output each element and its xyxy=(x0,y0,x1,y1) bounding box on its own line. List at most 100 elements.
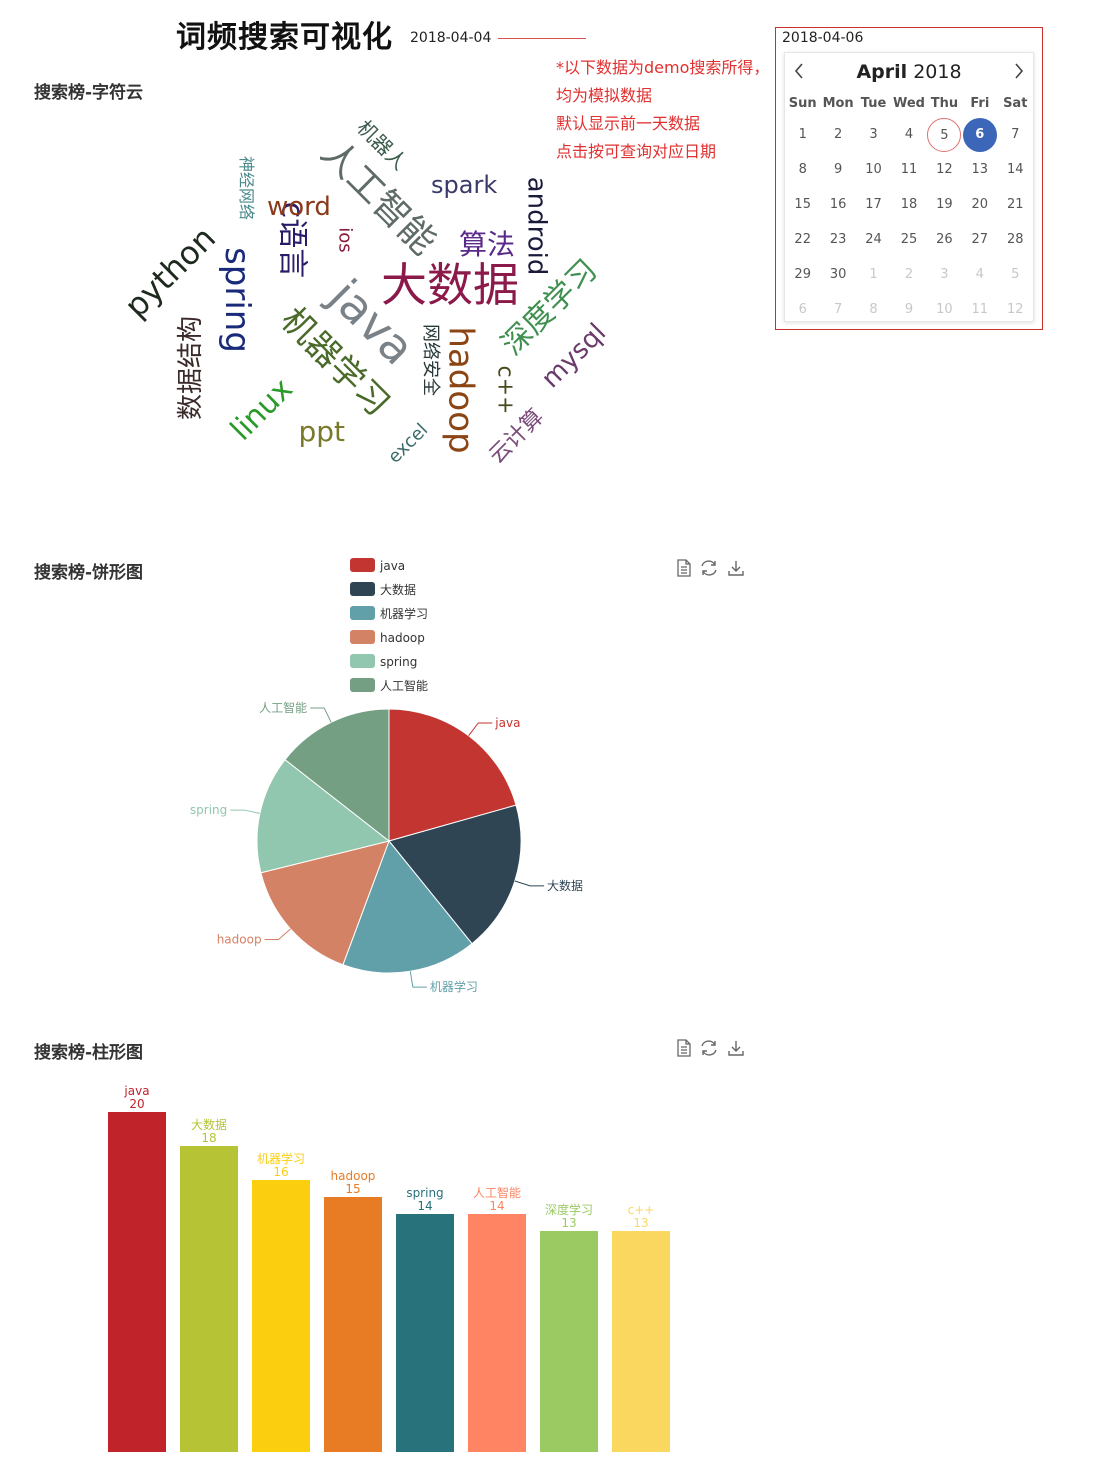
word-cloud-term: 网络安全 xyxy=(420,324,441,396)
calendar-day[interactable]: 28 xyxy=(998,222,1033,257)
calendar-day[interactable]: 2 xyxy=(891,257,926,292)
calendar-day[interactable]: 11 xyxy=(962,292,997,327)
calendar-day[interactable]: 5 xyxy=(998,257,1033,292)
next-month-icon[interactable] xyxy=(1009,61,1027,81)
calendar-day[interactable]: 11 xyxy=(891,152,926,187)
bar[interactable] xyxy=(108,1112,166,1452)
pie-slice-label: 大数据 xyxy=(547,878,583,893)
bar[interactable] xyxy=(252,1180,310,1452)
bar[interactable] xyxy=(468,1214,526,1452)
calendar-day[interactable]: 5 xyxy=(927,117,962,152)
calendar-day-number: 8 xyxy=(869,301,878,317)
bar-category-label: c++ xyxy=(628,1203,655,1217)
calendar-day[interactable]: 26 xyxy=(927,222,962,257)
pie-slice[interactable] xyxy=(342,840,473,974)
calendar-day[interactable]: 1 xyxy=(785,117,820,152)
legend-swatch[interactable] xyxy=(350,558,375,572)
calendar-day-number: 2 xyxy=(904,266,914,282)
legend-label[interactable]: 机器学习 xyxy=(380,606,428,621)
calendar-day[interactable]: 7 xyxy=(820,292,855,327)
calendar-day[interactable]: 24 xyxy=(856,222,891,257)
calendar-day[interactable]: 8 xyxy=(785,152,820,187)
calendar-day[interactable]: 12 xyxy=(927,152,962,187)
word-cloud-term: 算法 xyxy=(459,228,516,261)
bar[interactable] xyxy=(612,1231,670,1452)
calendar-day-number: 16 xyxy=(829,196,847,212)
calendar-day-number: 10 xyxy=(936,301,953,317)
legend-swatch[interactable] xyxy=(350,654,375,668)
pie-slice[interactable] xyxy=(260,840,390,966)
data-view-icon[interactable] xyxy=(674,1038,694,1058)
calendar-day[interactable]: 30 xyxy=(820,257,855,292)
calendar-day[interactable]: 4 xyxy=(962,257,997,292)
bar[interactable] xyxy=(540,1231,598,1452)
calendar-day-number: 4 xyxy=(904,126,914,142)
calendar-day[interactable]: 7 xyxy=(998,117,1033,152)
legend-label[interactable]: java xyxy=(379,559,405,573)
pie-slice[interactable] xyxy=(388,804,522,945)
legend-label[interactable]: hadoop xyxy=(380,631,425,645)
calendar-day[interactable]: 16 xyxy=(820,187,855,222)
legend-swatch[interactable] xyxy=(350,606,375,620)
calendar-day[interactable]: 6 xyxy=(962,117,997,152)
legend-swatch[interactable] xyxy=(350,582,375,596)
save-image-icon[interactable] xyxy=(726,558,746,578)
pie-slice[interactable] xyxy=(256,758,391,874)
pie-toolbox xyxy=(674,558,754,578)
word-cloud-term: python xyxy=(116,218,223,326)
calendar-day-number: 30 xyxy=(829,266,847,282)
calendar-day[interactable]: 21 xyxy=(998,187,1033,222)
bar-value-label: 15 xyxy=(345,1182,360,1196)
calendar-day[interactable]: 6 xyxy=(785,292,820,327)
wordcloud-section-title: 搜索榜-字符云 xyxy=(34,83,144,103)
calendar-day[interactable]: 19 xyxy=(927,187,962,222)
calendar-day[interactable]: 14 xyxy=(998,152,1033,187)
calendar-day[interactable]: 8 xyxy=(856,292,891,327)
data-view-icon[interactable] xyxy=(674,558,694,578)
restore-icon[interactable] xyxy=(698,558,720,578)
calendar-day[interactable]: 18 xyxy=(891,187,926,222)
restore-icon[interactable] xyxy=(698,1038,720,1058)
calendar-day[interactable]: 1 xyxy=(856,257,891,292)
legend-swatch[interactable] xyxy=(350,678,375,692)
calendar-day-number: 14 xyxy=(1006,161,1024,177)
bar[interactable] xyxy=(180,1146,238,1452)
calendar-day[interactable]: 20 xyxy=(962,187,997,222)
date-picker[interactable]: 2018-04-06 April 2018 Sun Mon Tue Wed Thu Fri… xyxy=(775,27,1043,330)
calendar-year: 2018 xyxy=(913,61,962,83)
calendar-day[interactable]: 3 xyxy=(927,257,962,292)
save-image-icon[interactable] xyxy=(726,1038,746,1058)
date-input[interactable]: 2018-04-06 xyxy=(782,30,864,46)
calendar-day[interactable]: 9 xyxy=(891,292,926,327)
calendar-day[interactable]: 13 xyxy=(962,152,997,187)
calendar-month-year[interactable]: April 2018 xyxy=(785,61,1033,83)
calendar-day[interactable]: 10 xyxy=(856,152,891,187)
calendar-day[interactable]: 22 xyxy=(785,222,820,257)
calendar-day[interactable]: 17 xyxy=(856,187,891,222)
calendar-day[interactable]: 12 xyxy=(998,292,1033,327)
legend-label[interactable]: spring xyxy=(380,655,417,669)
legend-label[interactable]: 人工智能 xyxy=(380,678,428,693)
pie-slice[interactable] xyxy=(284,708,390,843)
legend-swatch[interactable] xyxy=(350,630,375,644)
bar[interactable] xyxy=(396,1214,454,1452)
calendar-day[interactable]: 15 xyxy=(785,187,820,222)
calendar-day[interactable]: 10 xyxy=(927,292,962,327)
calendar-day[interactable]: 23 xyxy=(820,222,855,257)
calendar-day[interactable]: 4 xyxy=(891,117,926,152)
calendar-day[interactable]: 29 xyxy=(785,257,820,292)
calendar-day[interactable]: 9 xyxy=(820,152,855,187)
prev-month-icon[interactable] xyxy=(791,61,809,81)
word-cloud-term: word xyxy=(267,192,331,222)
calendar-day[interactable]: 3 xyxy=(856,117,891,152)
calendar-day[interactable]: 2 xyxy=(820,117,855,152)
calendar-day[interactable]: 25 xyxy=(891,222,926,257)
bar[interactable] xyxy=(324,1197,382,1452)
bar-category-label: 大数据 xyxy=(191,1117,227,1132)
note-line: 点击按可查询对应日期 xyxy=(556,142,717,161)
bar-value-label: 13 xyxy=(633,1216,648,1230)
calendar-day[interactable]: 27 xyxy=(962,222,997,257)
legend-label[interactable]: 大数据 xyxy=(380,582,416,597)
